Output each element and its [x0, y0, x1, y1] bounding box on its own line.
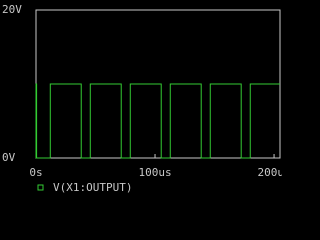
y-tick-label: 20V — [2, 3, 22, 16]
x-tick-label: 100us — [138, 166, 171, 179]
x-tick-label: 0s — [29, 166, 42, 179]
y-tick-label: 0V — [2, 151, 16, 164]
chart: 0V 20V 0s 100us 200us V(X1:OUTPUT) — [0, 0, 282, 200]
background — [0, 0, 282, 200]
x-tick-label: 200us — [257, 166, 282, 179]
series-line — [35, 83, 280, 159]
legend-label: V(X1:OUTPUT) — [53, 181, 132, 194]
legend-marker — [37, 184, 44, 191]
